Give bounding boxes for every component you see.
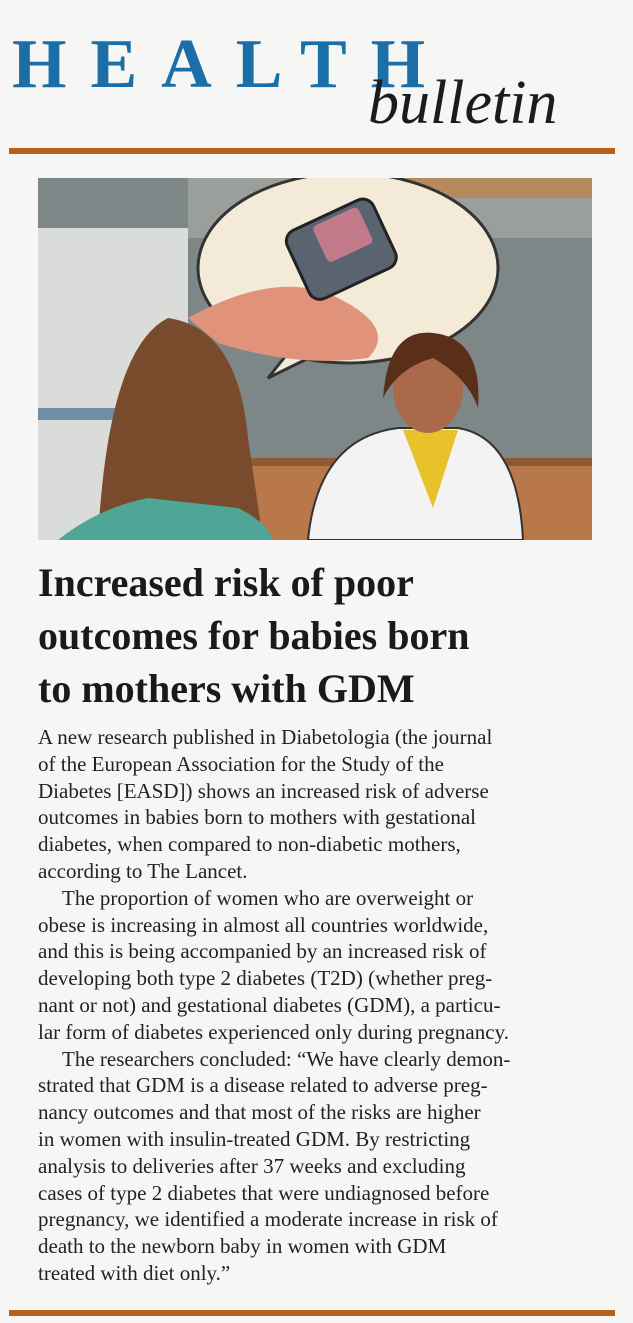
text-line: The proportion of women who are overweig… (62, 885, 474, 910)
text-line: cases of type 2 diabetes that were undia… (38, 1180, 490, 1205)
paragraph-3: The researchers concluded: “We have clea… (38, 1046, 510, 1287)
headline-line: outcomes for babies born (38, 613, 470, 658)
masthead-bulletin: bulletin (368, 69, 558, 137)
illustration-doctor-glucose-meter (38, 178, 592, 540)
text-line: analysis to deliveries after 37 weeks an… (38, 1153, 466, 1178)
text-line: of the European Association for the Stud… (38, 751, 444, 776)
top-rule (9, 148, 615, 154)
masthead-health: HEALTH (12, 26, 450, 103)
text-line: and this is being accompanied by an incr… (38, 939, 487, 964)
text-line: Diabetes [EASD]) shows an increased risk… (38, 778, 489, 803)
text-line: lar form of diabetes experienced only du… (38, 1019, 509, 1044)
article-body: A new research published in Diabetologia… (38, 724, 510, 1287)
paragraph-2: The proportion of women who are overweig… (38, 885, 510, 1046)
text-line: diabetes, when compared to non-diabetic … (38, 832, 461, 857)
text-line: nant or not) and gestational diabetes (G… (38, 992, 501, 1017)
text-line: in women with insulin-treated GDM. By re… (38, 1126, 471, 1151)
headline: Increased risk of poor outcomes for babi… (38, 556, 469, 715)
text-line: obese is increasing in almost all countr… (38, 912, 489, 937)
text-line: strated that GDM is a disease related to… (38, 1073, 488, 1098)
text-line: pregnancy, we identified a moderate incr… (38, 1207, 498, 1232)
text-line: nancy outcomes and that most of the risk… (38, 1100, 481, 1125)
text-line: outcomes in babies born to mothers with … (38, 805, 477, 830)
headline-line: Increased risk of poor (38, 560, 414, 605)
headline-line: to mothers with GDM (38, 666, 415, 711)
text-line: The researchers concluded: “We have clea… (62, 1046, 511, 1071)
text-line: death to the newborn baby in women with … (38, 1234, 447, 1259)
text-line: developing both type 2 diabetes (T2D) (w… (38, 966, 493, 991)
paragraph-1: A new research published in Diabetologia… (38, 724, 510, 885)
text-line: A new research published in Diabetologia… (38, 725, 493, 749)
text-line: treated with diet only.” (38, 1260, 231, 1285)
bottom-rule (9, 1310, 615, 1316)
text-line: according to The Lancet. (38, 858, 248, 883)
